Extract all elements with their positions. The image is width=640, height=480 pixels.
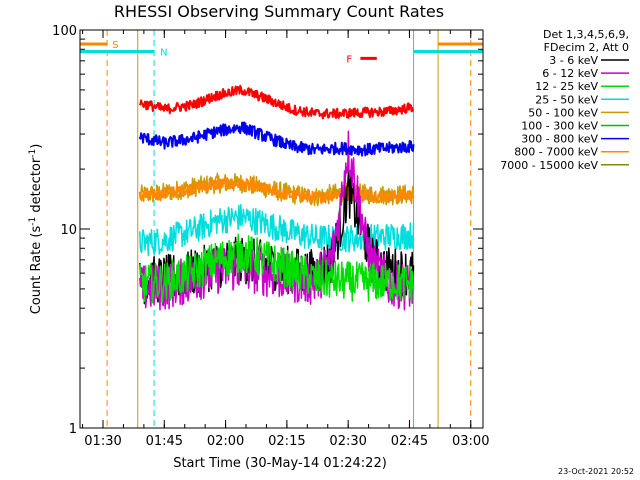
y-axis: 1 10 100 [52,24,483,437]
y-tick-label: 1 [69,422,77,437]
legend-label: 7000 - 15000 keV [500,159,598,172]
x-tick-label: 01:45 [146,434,183,449]
series-line-12-25-kev [139,233,415,304]
legend-label: 6 - 12 keV [542,67,598,80]
flag-label-n: N [160,47,167,58]
x-axis-label: Start Time (30-May-14 01:24:22) [173,456,387,471]
chart-title: RHESSI Observing Summary Count Rates [114,2,444,21]
x-axis: 01:30 01:45 02:00 02:15 02:30 02:45 03:00 [82,30,489,449]
legend-label: 3 - 6 keV [549,54,598,67]
y-tick-label: 100 [52,24,77,39]
legend-label: 12 - 25 keV [535,80,598,93]
series-line-800-7000-kev [138,177,415,204]
plot-area: S N F [80,30,483,428]
series-line-unlabeled [138,84,414,120]
flag-label-f: F [346,54,352,65]
x-tick-label: 01:30 [84,434,121,449]
legend: Det 1,3,4,5,6,9,FDecim 2, Att 03 - 6 keV… [500,28,629,172]
legend-header-line: Det 1,3,4,5,6,9, [543,28,629,41]
y-axis-label: Count Rate (s-1 detector-1) [28,144,44,315]
x-tick-label: 02:45 [391,434,428,449]
x-tick-label: 02:30 [329,434,366,449]
legend-label: 50 - 100 keV [528,106,598,119]
generation-timestamp: 23-Oct-2021 20:52 [558,467,634,476]
series-line-300-800-kev [138,121,415,157]
legend-label: 300 - 800 keV [521,133,598,146]
x-tick-label: 03:00 [452,434,489,449]
legend-header-line: FDecim 2, Att 0 [544,41,629,54]
x-tick-label: 02:00 [207,434,244,449]
legend-label: 25 - 50 keV [535,93,598,106]
series-line-50-100-kev [139,172,415,207]
y-tick-label: 10 [60,223,77,238]
legend-label: 800 - 7000 keV [514,146,598,159]
x-tick-label: 02:15 [268,434,305,449]
flag-label-s: S [112,40,118,51]
legend-label: 100 - 300 keV [521,120,598,133]
